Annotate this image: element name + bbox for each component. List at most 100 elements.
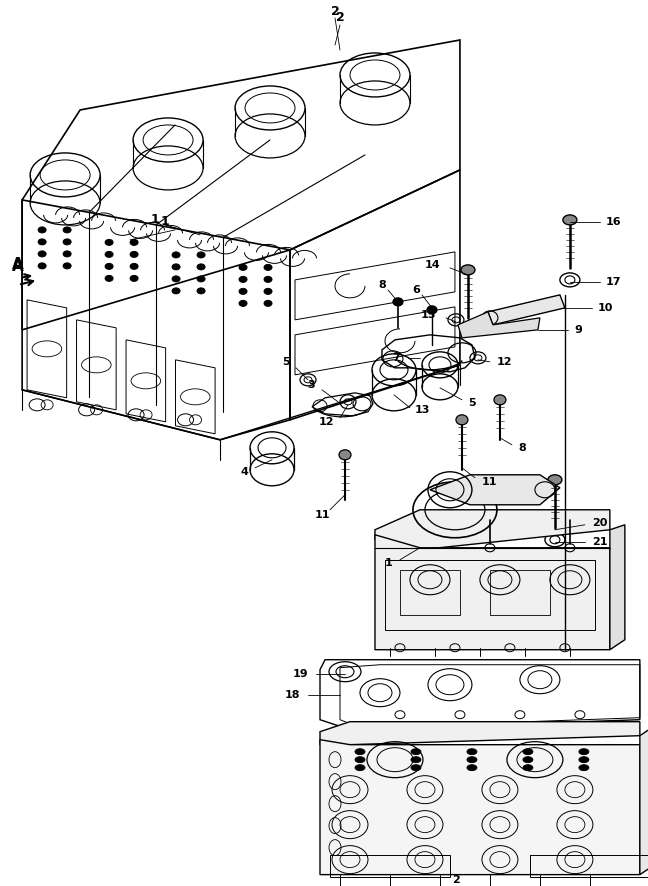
Ellipse shape	[63, 263, 71, 268]
Polygon shape	[430, 475, 560, 505]
Ellipse shape	[197, 252, 205, 258]
Text: 14: 14	[424, 260, 440, 270]
Text: 12: 12	[319, 416, 334, 427]
Ellipse shape	[579, 765, 589, 771]
Ellipse shape	[355, 757, 365, 763]
Ellipse shape	[38, 263, 46, 268]
Ellipse shape	[461, 265, 475, 275]
Ellipse shape	[38, 239, 46, 245]
Text: 2: 2	[452, 874, 460, 884]
Text: 1: 1	[151, 214, 159, 227]
Bar	[490, 570, 550, 615]
Ellipse shape	[264, 300, 272, 307]
Ellipse shape	[563, 215, 577, 225]
Ellipse shape	[197, 264, 205, 270]
Text: A: A	[12, 258, 24, 272]
Ellipse shape	[172, 252, 180, 258]
Polygon shape	[488, 295, 565, 325]
Ellipse shape	[264, 264, 272, 270]
Text: 20: 20	[592, 517, 607, 528]
Text: 16: 16	[606, 217, 621, 227]
Polygon shape	[320, 722, 640, 744]
Ellipse shape	[38, 251, 46, 257]
Ellipse shape	[197, 276, 205, 282]
Ellipse shape	[264, 276, 272, 283]
Ellipse shape	[63, 227, 71, 233]
Ellipse shape	[172, 264, 180, 270]
Text: 11: 11	[482, 477, 498, 486]
Ellipse shape	[548, 475, 562, 485]
Ellipse shape	[105, 239, 113, 245]
Polygon shape	[320, 740, 640, 874]
Ellipse shape	[63, 239, 71, 245]
Text: 3: 3	[307, 380, 315, 390]
Text: A: A	[12, 260, 24, 275]
Ellipse shape	[264, 288, 272, 294]
Ellipse shape	[38, 227, 46, 233]
Ellipse shape	[579, 749, 589, 755]
Polygon shape	[610, 525, 625, 649]
Bar	[385, 560, 595, 630]
Text: 11: 11	[314, 509, 330, 520]
Bar	[330, 855, 450, 876]
Text: 12: 12	[497, 357, 513, 367]
Polygon shape	[375, 509, 610, 550]
Text: 4: 4	[240, 467, 248, 477]
Ellipse shape	[523, 765, 533, 771]
Text: 18: 18	[284, 689, 300, 700]
Text: 17: 17	[606, 277, 621, 287]
Ellipse shape	[523, 757, 533, 763]
Text: 1: 1	[384, 558, 392, 568]
Ellipse shape	[339, 450, 351, 460]
Ellipse shape	[172, 288, 180, 294]
Text: 8: 8	[378, 280, 386, 290]
Ellipse shape	[239, 264, 247, 270]
Polygon shape	[458, 312, 540, 338]
Ellipse shape	[105, 276, 113, 282]
Ellipse shape	[494, 395, 506, 405]
Ellipse shape	[411, 765, 421, 771]
Ellipse shape	[105, 263, 113, 269]
Polygon shape	[375, 535, 610, 649]
Ellipse shape	[239, 288, 247, 294]
Text: 13: 13	[415, 405, 430, 415]
Text: 19: 19	[292, 669, 308, 679]
Ellipse shape	[393, 298, 403, 306]
Ellipse shape	[523, 749, 533, 755]
Ellipse shape	[172, 276, 180, 282]
Ellipse shape	[355, 765, 365, 771]
Text: 2: 2	[330, 5, 340, 19]
Ellipse shape	[456, 415, 468, 424]
Text: 5: 5	[283, 357, 290, 367]
Polygon shape	[640, 726, 648, 874]
Text: 5: 5	[468, 398, 476, 408]
Text: 2: 2	[336, 12, 344, 25]
Ellipse shape	[130, 263, 138, 269]
Text: 9: 9	[574, 325, 582, 335]
Ellipse shape	[467, 749, 477, 755]
Bar	[400, 570, 460, 615]
Text: 15: 15	[421, 310, 436, 320]
Ellipse shape	[411, 757, 421, 763]
Bar	[530, 855, 648, 876]
Text: 8: 8	[518, 443, 526, 453]
Ellipse shape	[467, 757, 477, 763]
Ellipse shape	[63, 251, 71, 257]
Ellipse shape	[105, 252, 113, 258]
Ellipse shape	[239, 300, 247, 307]
Ellipse shape	[411, 749, 421, 755]
Text: 6: 6	[412, 285, 420, 295]
Ellipse shape	[355, 749, 365, 755]
Ellipse shape	[427, 306, 437, 314]
Ellipse shape	[130, 276, 138, 282]
Ellipse shape	[197, 288, 205, 294]
Ellipse shape	[467, 765, 477, 771]
Text: 10: 10	[598, 303, 613, 313]
Text: 1: 1	[161, 215, 169, 229]
Ellipse shape	[579, 757, 589, 763]
Ellipse shape	[239, 276, 247, 283]
Ellipse shape	[130, 252, 138, 258]
Ellipse shape	[130, 239, 138, 245]
Text: 7: 7	[392, 353, 400, 363]
Text: 21: 21	[592, 537, 607, 547]
